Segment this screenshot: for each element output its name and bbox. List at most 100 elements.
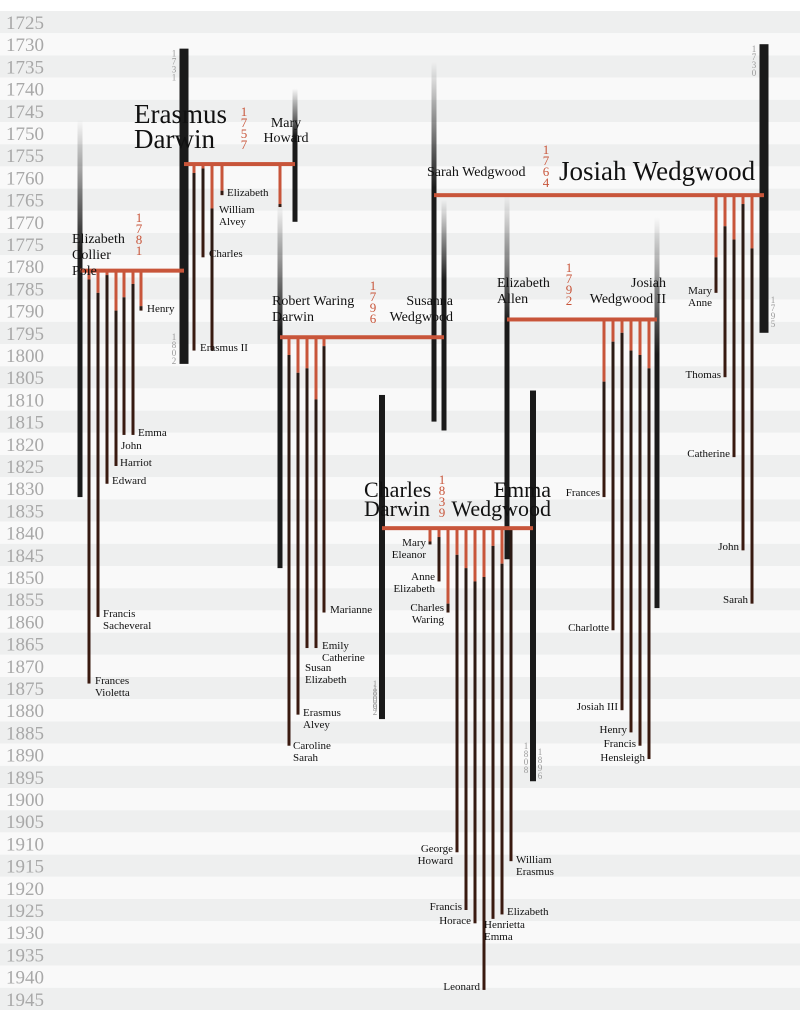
- child-name-line: Susan: [305, 662, 332, 674]
- year-band: [0, 366, 800, 389]
- child-lifeline: [629, 350, 633, 733]
- year-tick-label: 1725: [6, 13, 44, 34]
- lifeline-josiah: [759, 44, 769, 333]
- lifeline-erasmus: [179, 48, 189, 364]
- year-band: [0, 188, 800, 211]
- year-digit: 5: [771, 319, 776, 329]
- marriage-year-digit: 6: [370, 311, 377, 326]
- year-band: [0, 299, 800, 322]
- child-name-line: Sarah: [723, 594, 749, 606]
- child-lifeline: [620, 332, 624, 711]
- child-lifeline: [602, 381, 606, 498]
- child-name: Francis Sacheveral: [103, 608, 151, 632]
- child-name-line: Anne: [411, 571, 435, 583]
- child-name: Frances: [566, 487, 600, 499]
- year-tick-label: 1835: [6, 501, 44, 522]
- lifeline-sarah_wedgwood: [431, 61, 437, 422]
- year-band: [0, 921, 800, 944]
- year-tick-label: 1920: [6, 879, 44, 900]
- year-band: [0, 388, 800, 411]
- child-name: Anne Elizabeth: [393, 571, 435, 595]
- year-digit: 1: [752, 44, 757, 54]
- child-lifeline: [96, 292, 100, 617]
- year-band: [0, 654, 800, 677]
- year-digit: 7: [172, 57, 177, 67]
- person-name-elizabeth_pole: Elizabeth Collier Pole: [72, 232, 125, 279]
- person-name-line: Josiah: [631, 276, 666, 291]
- year-tick-label: 1815: [6, 413, 44, 434]
- child-name: Erasmus II: [200, 342, 248, 354]
- year-tick-label: 1890: [6, 746, 44, 767]
- child-name-line: Sarah: [293, 752, 319, 764]
- child-name-line: Hensleigh: [600, 752, 645, 764]
- child-lifeline: [122, 297, 126, 435]
- year-tick-label: 1895: [6, 768, 44, 789]
- marriage-year-digit: 7: [370, 289, 377, 304]
- year-band: [0, 11, 800, 34]
- child-name: Mary Anne: [688, 285, 712, 309]
- person-name-line: Josiah Wedgwood: [559, 156, 756, 186]
- person-name-line: Mary: [271, 116, 301, 131]
- year-tick-label: 1880: [6, 701, 44, 722]
- child-name: Harriot: [120, 457, 152, 469]
- child-lifeline: [305, 368, 309, 649]
- year-band: [0, 321, 800, 344]
- child-connector: [122, 270, 126, 298]
- year-tick-label: 1865: [6, 635, 44, 656]
- child-name: Leonard: [443, 981, 480, 993]
- person-name-josiah2: Josiah Wedgwood II: [590, 276, 667, 307]
- child-lifeline: [473, 581, 477, 924]
- year-digit: 8: [373, 691, 378, 701]
- year-digit: 1: [538, 747, 543, 757]
- person-name-line: Darwin: [134, 124, 215, 154]
- person-name-line: Wedgwood II: [590, 292, 667, 307]
- child-connector: [139, 270, 143, 307]
- person-name-robert: Robert Waring Darwin: [272, 294, 354, 325]
- year-digit: 1: [771, 295, 776, 305]
- year-tick-label: 1935: [6, 945, 44, 966]
- year-band: [0, 854, 800, 877]
- child-name-line: Alvey: [303, 719, 330, 731]
- child-name-line: Violetta: [95, 687, 130, 699]
- year-tick-label: 1840: [6, 524, 44, 545]
- marriage-year-digit: 5: [241, 126, 248, 141]
- child-name-line: Erasmus: [516, 866, 554, 878]
- year-digit: 7: [752, 52, 757, 62]
- year-tick-label: 1780: [6, 257, 44, 278]
- marriage-year-digit: 9: [566, 282, 573, 297]
- child-name: John: [718, 541, 739, 553]
- child-name: John: [121, 440, 142, 452]
- child-lifeline: [732, 239, 736, 458]
- child-name-line: Elizabeth: [227, 187, 269, 199]
- year-band: [0, 33, 800, 56]
- child-name-line: Catherine: [687, 448, 730, 460]
- child-connector: [437, 528, 441, 538]
- person-name-erasmus: Erasmus Darwin: [134, 99, 227, 154]
- child-name-line: Frances: [95, 675, 129, 687]
- child-name-line: Elizabeth: [507, 906, 549, 918]
- marriage-year-digit: 9: [439, 505, 446, 520]
- year-tick-label: 1910: [6, 834, 44, 855]
- person-name-line: Sarah Wedgwood: [427, 165, 526, 180]
- child-lifeline: [87, 279, 91, 684]
- person-name-emma: Emma Wedgwood: [451, 477, 551, 521]
- year-digit: 2: [172, 356, 177, 366]
- year-tick-label: 1800: [6, 346, 44, 367]
- child-name-line: Francis: [103, 608, 135, 620]
- child-name: Elizabeth: [507, 906, 549, 918]
- year-band: [0, 55, 800, 78]
- year-band: [0, 122, 800, 145]
- marriage-year-digit: 7: [566, 271, 573, 286]
- lifeline-mary_howard: [292, 88, 298, 222]
- person-name-mary_howard: Mary Howard: [263, 116, 308, 146]
- person-name-line: Wedgwood: [451, 496, 551, 521]
- year-band: [0, 255, 800, 278]
- year-tick-label: 1775: [6, 235, 44, 256]
- year-tick-label: 1825: [6, 457, 44, 478]
- child-name-line: Howard: [418, 855, 454, 867]
- year-band: [0, 210, 800, 233]
